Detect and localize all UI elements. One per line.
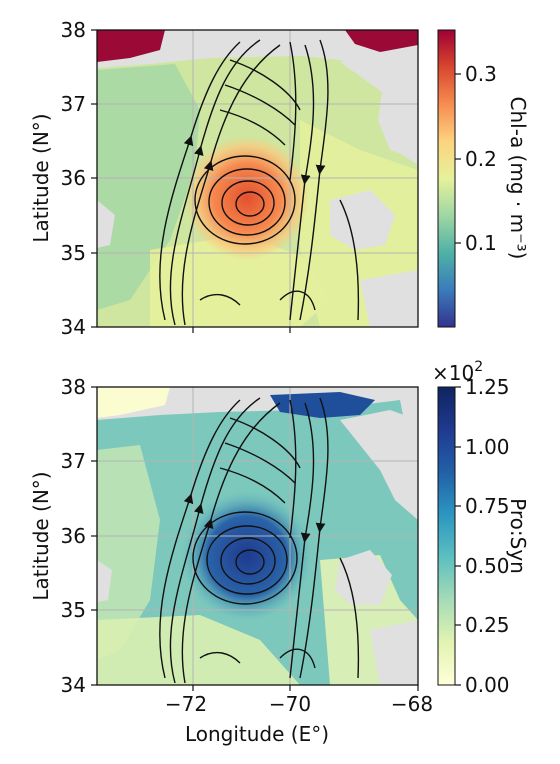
x-tick-label: −70 — [269, 692, 311, 716]
chl-y-tick-label: 35 — [61, 241, 86, 265]
chl-high-northeast — [345, 30, 418, 52]
land-patch — [360, 270, 418, 327]
streamline — [229, 59, 301, 111]
cbar-scale-exponent: 2 — [474, 359, 483, 375]
prosyn-cbar-tick-label: 1.25 — [465, 375, 510, 399]
prosyn-y-axis-label: Latitude (N°) — [29, 471, 53, 600]
streamline — [229, 417, 301, 469]
prosyn-cbar-scale: ×102 — [432, 359, 483, 385]
streamline — [199, 651, 241, 664]
chl-colorbar-label: Chl-a (mg · m⁻³) — [506, 97, 530, 260]
prosyn-y-tick-label: 35 — [61, 598, 86, 622]
prosyn-colorbar-label: Pro:Syn — [506, 498, 530, 574]
streamline — [299, 39, 329, 321]
prosyn-yellow-north — [97, 387, 170, 418]
streamline — [181, 44, 281, 326]
x-axis-label: Longitude (E°) — [185, 722, 329, 746]
streamline — [289, 41, 297, 181]
chl-streamlines — [159, 39, 360, 326]
streamline — [339, 557, 360, 679]
streamline-loop — [220, 537, 276, 585]
chl-cbar-tick-label: 0.2 — [465, 147, 497, 171]
streamline — [159, 399, 241, 679]
streamline — [169, 397, 261, 684]
streamline-loop — [206, 525, 288, 595]
chl-y-tick-label: 36 — [61, 166, 86, 190]
land-patch — [370, 620, 418, 685]
streamline — [289, 399, 297, 539]
streamline — [339, 199, 360, 321]
prosyn-cbar-tick-label: 0.50 — [465, 554, 510, 578]
land-patch — [97, 200, 115, 248]
chl-y-tick-label: 34 — [61, 315, 86, 339]
streamline-loop — [208, 168, 286, 236]
prosyn-cbar-tick-label: 1.00 — [465, 435, 510, 459]
chl-y-axis-label: Latitude (N°) — [29, 113, 53, 242]
chl-y-tick-label: 38 — [61, 18, 86, 42]
land-patch — [340, 410, 418, 510]
x-tick-label: −68 — [391, 692, 433, 716]
chl-colorbar: 0.3 0.2 0.1 Chl-a (mg · m⁻³) — [437, 29, 530, 328]
prosyn-y-tick-label: 38 — [61, 375, 86, 399]
streamline — [181, 402, 281, 684]
streamline — [279, 648, 316, 669]
streamline — [219, 467, 286, 504]
streamline-loop — [235, 549, 265, 575]
prosyn-streamlines — [159, 397, 360, 684]
chl-cbar-tick-label: 0.1 — [465, 231, 497, 255]
prosyn-eddy-core — [181, 490, 313, 622]
prosyn-cbar-tick-label: 0.00 — [465, 673, 510, 697]
prosyn-y-axis: 38 37 36 35 34 Latitude (N°) — [29, 375, 97, 697]
x-axis: −72 −70 −68 Longitude (E°) — [165, 685, 433, 746]
prosyn-colorbar: 1.25 1.00 0.75 0.50 0.25 0.00 ×102 Pro:S… — [432, 359, 530, 697]
streamline — [279, 290, 316, 311]
streamline — [224, 84, 296, 126]
chl-y-tick-label: 37 — [61, 92, 86, 116]
chl-ocean-west — [97, 64, 200, 310]
chl-colorbar-bar — [437, 29, 456, 328]
land-patch — [330, 190, 395, 250]
chl-y-axis: 38 37 36 35 34 Latitude (N°) — [29, 18, 97, 339]
streamline — [289, 402, 315, 679]
streamline-loop — [235, 191, 265, 217]
cbar-scale-base: ×10 — [432, 361, 474, 385]
streamline — [199, 293, 241, 306]
x-tick-label: −72 — [165, 692, 207, 716]
streamline-loop — [194, 155, 296, 245]
prosyn-y-tick-label: 37 — [61, 449, 86, 473]
prosyn-colorbar-bar — [437, 386, 456, 686]
streamline — [224, 442, 296, 484]
streamline — [289, 44, 315, 321]
chl-high-north — [97, 30, 165, 62]
streamline — [299, 397, 329, 679]
streamline-loop — [192, 511, 298, 605]
land-patch — [335, 550, 392, 605]
land-patch — [340, 52, 418, 160]
prosyn-low-south — [97, 615, 300, 685]
prosyn-cbar-tick-label: 0.75 — [465, 494, 510, 518]
streamline — [159, 41, 241, 321]
chl-cbar-tick-label: 0.3 — [465, 62, 497, 86]
prosyn-y-tick-label: 34 — [61, 673, 86, 697]
streamline-loop — [221, 180, 275, 226]
chl-ocean-south — [150, 235, 330, 327]
chl-map-panel — [97, 30, 418, 327]
streamline — [169, 39, 261, 326]
chl-x-ticks — [192, 327, 291, 333]
prosyn-cbar-tick-label: 0.25 — [465, 613, 510, 637]
prosyn-y-tick-label: 36 — [61, 524, 86, 548]
land-patch — [97, 560, 112, 602]
streamline — [219, 109, 286, 146]
prosyn-low-west — [97, 445, 160, 660]
